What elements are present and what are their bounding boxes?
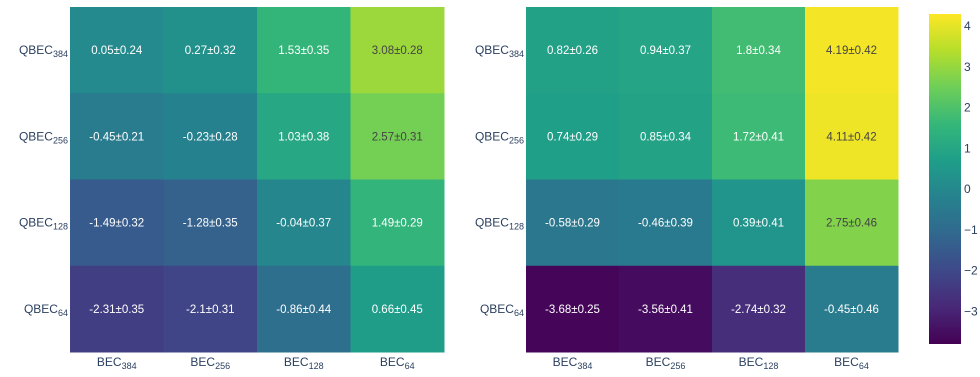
- y-tick-label: QBEC384: [475, 43, 524, 59]
- cell-value-label: 4.19±0.42: [826, 45, 877, 57]
- cell-value-label: 4.11±0.42: [826, 131, 876, 143]
- cell-value-label: 0.66±0.45: [372, 304, 423, 316]
- heatmap-cell: [619, 179, 713, 267]
- colorbar-tick-label: 3: [964, 60, 971, 74]
- cell-value-label: -0.23±0.28: [183, 131, 238, 143]
- heatmap-cell: [350, 93, 445, 180]
- heatmap-cell: [163, 179, 258, 267]
- x-tick-label: BEC384: [553, 355, 593, 371]
- y-tick-label: QBEC128: [475, 216, 524, 232]
- colorbar-tick-label: 4: [964, 19, 971, 33]
- cell-value-label: -2.31±0.35: [89, 304, 144, 316]
- heatmap-cell: [805, 179, 899, 267]
- colorbar-tick-label: 2: [964, 101, 971, 115]
- heatmap-cell: [619, 93, 713, 180]
- colorbar-gradient: [929, 14, 961, 344]
- cell-value-label: 1.72±0.41: [733, 131, 784, 143]
- cell-value-label: -0.46±0.39: [638, 218, 693, 230]
- heatmap-cell: [526, 93, 620, 180]
- heatmap-cell: [163, 265, 258, 353]
- heatmap-cell: [70, 265, 164, 353]
- heatmap-cell: [350, 7, 445, 94]
- heatmap-cell: [526, 7, 620, 94]
- heatmap-cell: [70, 7, 164, 94]
- heatmap-cell: [163, 93, 258, 180]
- cell-value-label: 1.8±0.34: [736, 45, 781, 57]
- cell-value-label: 2.57±0.31: [372, 131, 423, 143]
- heatmap-cell: [526, 179, 620, 267]
- cell-value-label: 2.75±0.46: [826, 218, 877, 230]
- cell-value-label: 0.05±0.24: [91, 45, 143, 57]
- cell-value-label: -0.04±0.37: [276, 218, 331, 230]
- y-tick-label: QBEC64: [480, 302, 524, 318]
- heatmap-cell: [805, 265, 899, 353]
- cell-value-label: 0.85±0.34: [640, 131, 692, 143]
- y-tick-label: QBEC128: [19, 216, 68, 232]
- heatmap-cell: [619, 7, 713, 94]
- cell-value-label: 1.49±0.29: [372, 218, 423, 230]
- y-tick-label: QBEC64: [24, 302, 68, 318]
- heatmap-cell: [805, 93, 899, 180]
- cell-value-label: 0.27±0.32: [185, 45, 236, 57]
- heatmap-cell: [163, 7, 258, 94]
- heatmap-cell: [257, 265, 351, 353]
- cell-value-label: 1.03±0.38: [278, 131, 329, 143]
- cell-value-label: -2.1±0.31: [186, 304, 235, 316]
- x-tick-label: BEC64: [834, 355, 869, 371]
- x-tick-label: BEC128: [284, 355, 324, 371]
- cell-value-label: -0.45±0.46: [824, 304, 879, 316]
- x-tick-label: BEC128: [739, 355, 779, 371]
- cell-value-label: -0.58±0.29: [545, 218, 600, 230]
- cell-value-label: 0.94±0.37: [640, 45, 691, 57]
- colorbar-tick-label: 1: [964, 141, 971, 155]
- x-tick-label: BEC64: [380, 355, 415, 371]
- heatmap-cell: [712, 93, 806, 180]
- x-tick-label: BEC256: [646, 355, 686, 371]
- heatmap-panel-1: 0.05±0.24 0.27±0.32 1.53±0.35 3.08±0.28 -0.4…: [19, 7, 445, 371]
- heatmap-cell: [712, 179, 806, 267]
- cell-value-label: -0.86±0.44: [276, 304, 332, 316]
- colorbar: 4 3 2 1 0 −1 −2 −3: [929, 14, 978, 344]
- heatmap-cell: [350, 179, 445, 267]
- heatmap-cell: [257, 179, 351, 267]
- heatmap-cell: [805, 7, 899, 94]
- y-tick-label: QBEC384: [19, 43, 68, 59]
- heatmap-cell: [712, 265, 806, 353]
- cell-value-label: 0.82±0.26: [547, 45, 598, 57]
- colorbar-tick-label: −1: [964, 223, 978, 237]
- x-tick-label: BEC256: [190, 355, 230, 371]
- cell-value-label: -3.56±0.41: [638, 304, 693, 316]
- heatmap-cell: [619, 265, 713, 353]
- cell-value-label: 0.74±0.29: [547, 131, 598, 143]
- heatmap-cell: [70, 179, 164, 267]
- heatmap-cell: [257, 7, 351, 94]
- heatmap-cell: [257, 93, 351, 180]
- heatmap-cell: [350, 265, 445, 353]
- heatmap-panel-2: 0.82±0.26 0.94±0.37 1.8±0.34 4.19±0.42 0.74±…: [475, 7, 899, 371]
- heatmap-cell: [712, 7, 806, 94]
- x-tick-label: BEC384: [97, 355, 137, 371]
- colorbar-tick-label: 0: [964, 182, 971, 196]
- cell-value-label: -1.49±0.32: [89, 218, 144, 230]
- heatmap-cell: [70, 93, 164, 180]
- cell-value-label: -3.68±0.25: [545, 304, 600, 316]
- cell-value-label: 1.53±0.35: [278, 45, 329, 57]
- heatmap-cell: [526, 265, 620, 353]
- y-tick-label: QBEC256: [19, 129, 68, 145]
- cell-value-label: 3.08±0.28: [372, 45, 423, 57]
- cell-value-label: -2.74±0.32: [731, 304, 786, 316]
- colorbar-tick-label: −3: [964, 304, 978, 318]
- cell-value-label: 0.39±0.41: [733, 218, 784, 230]
- y-tick-label: QBEC256: [475, 129, 524, 145]
- cell-value-label: -1.28±0.35: [183, 218, 238, 230]
- colorbar-tick-label: −2: [964, 264, 978, 278]
- cell-value-label: -0.45±0.21: [89, 131, 144, 143]
